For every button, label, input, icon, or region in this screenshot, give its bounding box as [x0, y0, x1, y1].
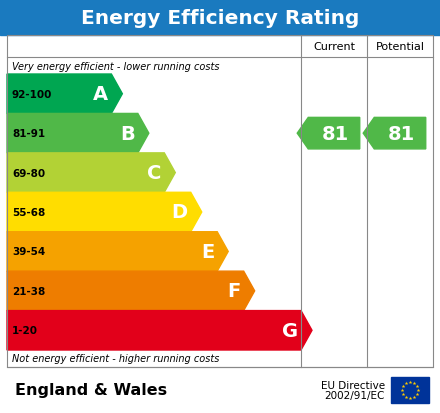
Bar: [391, 377, 429, 403]
Polygon shape: [7, 271, 255, 311]
Text: 69-80: 69-80: [12, 168, 45, 178]
Text: 2002/91/EC: 2002/91/EC: [325, 390, 385, 400]
Text: E: E: [201, 242, 214, 261]
Text: Not energy efficient - higher running costs: Not energy efficient - higher running co…: [12, 354, 220, 363]
Polygon shape: [7, 193, 202, 232]
Bar: [7, 36, 433, 367]
Text: 92-100: 92-100: [12, 90, 52, 100]
Text: 55-68: 55-68: [12, 207, 45, 218]
Text: 1-20: 1-20: [12, 325, 38, 335]
Polygon shape: [7, 75, 122, 114]
Polygon shape: [7, 311, 312, 350]
Text: Potential: Potential: [375, 42, 425, 52]
Text: F: F: [227, 282, 241, 301]
Text: 21-38: 21-38: [12, 286, 45, 296]
Text: Current: Current: [313, 42, 355, 52]
Text: D: D: [172, 203, 188, 222]
Text: A: A: [93, 85, 108, 104]
Text: 81-91: 81-91: [12, 129, 45, 139]
Text: G: G: [282, 321, 298, 340]
Text: B: B: [120, 124, 135, 143]
Text: Very energy efficient - lower running costs: Very energy efficient - lower running co…: [12, 62, 220, 71]
Text: Energy Efficiency Rating: Energy Efficiency Rating: [81, 9, 359, 27]
Text: 81: 81: [388, 124, 415, 143]
Text: 39-54: 39-54: [12, 247, 45, 257]
Bar: [0, 0, 440, 36]
Text: EU Directive: EU Directive: [321, 380, 385, 390]
Text: England & Wales: England & Wales: [15, 382, 167, 398]
Text: C: C: [147, 164, 161, 183]
Polygon shape: [363, 118, 426, 150]
Polygon shape: [7, 232, 228, 271]
Text: 81: 81: [322, 124, 349, 143]
Polygon shape: [7, 114, 149, 154]
Polygon shape: [7, 154, 175, 193]
Polygon shape: [297, 118, 360, 150]
